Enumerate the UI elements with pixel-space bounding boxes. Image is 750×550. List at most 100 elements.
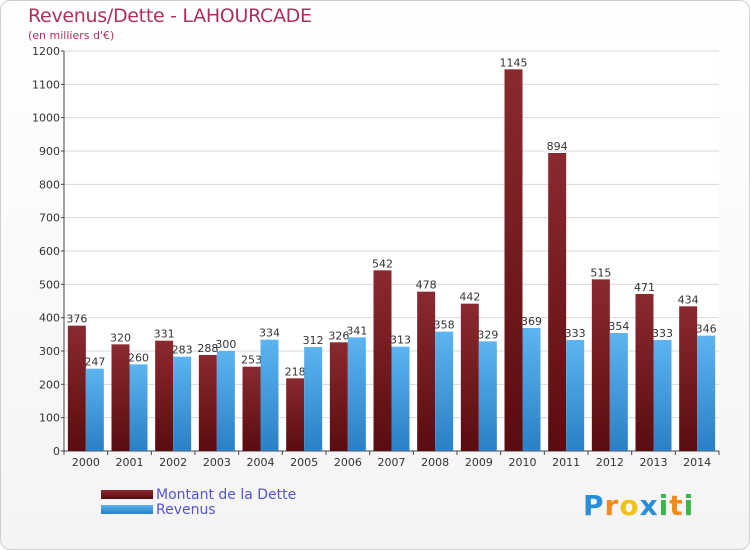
bar-revenus xyxy=(85,368,104,451)
x-tick-label: 2014 xyxy=(683,456,711,469)
data-label-dette: 542 xyxy=(372,257,393,270)
x-tick-label: 2012 xyxy=(596,456,624,469)
bar-dette xyxy=(679,306,698,451)
bar-revenus xyxy=(347,337,366,451)
legend-label-dette: Montant de la Dette xyxy=(156,487,297,503)
data-label-revenus: 283 xyxy=(172,344,193,357)
y-tick-label: 0 xyxy=(53,445,60,458)
x-tick-label: 2007 xyxy=(378,456,406,469)
bar-dette xyxy=(329,342,348,451)
y-tick-label: 800 xyxy=(39,178,60,191)
data-label-dette: 331 xyxy=(154,328,175,341)
data-label-revenus: 300 xyxy=(215,338,236,351)
bar-dette xyxy=(460,303,479,451)
bar-dette xyxy=(286,378,305,451)
data-label-dette: 320 xyxy=(110,331,131,344)
data-label-revenus: 260 xyxy=(128,351,149,364)
data-label-revenus: 313 xyxy=(390,334,411,347)
bar-revenus xyxy=(522,328,541,451)
bar-dette xyxy=(198,355,217,451)
y-tick-label: 700 xyxy=(39,212,60,225)
x-tick-label: 2008 xyxy=(421,456,449,469)
bar-revenus xyxy=(653,340,672,451)
logo-letter: t xyxy=(669,489,684,522)
bar-dette xyxy=(417,291,436,451)
data-label-dette: 434 xyxy=(678,293,699,306)
y-tick-label: 300 xyxy=(39,345,60,358)
proxiti-logo: Proxiti xyxy=(583,489,694,522)
legend-swatch-dette xyxy=(101,490,153,499)
data-label-revenus: 334 xyxy=(259,327,280,340)
data-label-dette: 288 xyxy=(197,342,218,355)
data-label-revenus: 346 xyxy=(696,323,717,336)
bar-dette xyxy=(548,153,567,451)
data-label-revenus: 333 xyxy=(565,327,586,340)
data-label-revenus: 333 xyxy=(652,327,673,340)
x-tick-label: 2000 xyxy=(72,456,100,469)
data-label-dette: 326 xyxy=(328,329,349,342)
data-label-dette: 218 xyxy=(285,365,306,378)
data-label-revenus: 354 xyxy=(608,320,629,333)
bar-dette xyxy=(242,366,261,451)
chart-title: Revenus/Dette - LAHOURCADE xyxy=(28,5,312,27)
data-label-revenus: 369 xyxy=(521,315,542,328)
bar-revenus xyxy=(129,364,148,451)
bar-dette xyxy=(635,294,654,451)
y-tick-label: 1000 xyxy=(32,112,60,125)
y-tick-label: 400 xyxy=(39,312,60,325)
bar-dette xyxy=(67,325,86,451)
data-label-revenus: 329 xyxy=(477,328,498,341)
legend-label-revenus: Revenus xyxy=(156,502,216,518)
data-label-revenus: 312 xyxy=(303,334,324,347)
y-tick-label: 100 xyxy=(39,412,60,425)
y-tick-label: 900 xyxy=(39,145,60,158)
y-tick-label: 200 xyxy=(39,378,60,391)
x-tick-label: 2011 xyxy=(552,456,580,469)
data-label-dette: 478 xyxy=(416,279,437,292)
logo-letter: i xyxy=(683,489,695,522)
data-label-dette: 515 xyxy=(590,266,611,279)
y-tick-label: 600 xyxy=(39,245,60,258)
logo-letter: o xyxy=(619,489,640,522)
x-tick-label: 2003 xyxy=(203,456,231,469)
bar-revenus xyxy=(435,331,454,451)
bar-revenus xyxy=(566,340,585,451)
bar-revenus xyxy=(609,333,628,451)
bar-revenus xyxy=(391,346,410,451)
x-tick-label: 2002 xyxy=(159,456,187,469)
bar-revenus xyxy=(697,335,716,451)
bar-dette xyxy=(591,279,610,451)
bar-dette xyxy=(504,69,523,451)
x-tick-label: 2001 xyxy=(116,456,144,469)
x-tick-label: 2004 xyxy=(247,456,275,469)
logo-letter: i xyxy=(658,489,670,522)
x-tick-label: 2013 xyxy=(640,456,668,469)
y-tick-label: 500 xyxy=(39,278,60,291)
bar-dette xyxy=(373,270,392,451)
data-label-dette: 894 xyxy=(547,140,568,153)
bar-dette xyxy=(111,344,130,451)
bar-revenus xyxy=(173,356,192,451)
bar-revenus xyxy=(216,351,235,451)
bar-revenus xyxy=(478,341,497,451)
legend-swatch-revenus xyxy=(101,505,153,514)
logo-letter: x xyxy=(639,489,659,522)
logo-letter: r xyxy=(604,489,620,522)
bar-dette xyxy=(155,340,174,451)
data-label-dette: 471 xyxy=(634,281,655,294)
data-label-dette: 376 xyxy=(66,313,87,326)
bar-revenus xyxy=(260,339,279,451)
x-tick-label: 2009 xyxy=(465,456,493,469)
data-label-dette: 253 xyxy=(241,354,262,367)
data-label-dette: 1145 xyxy=(500,56,528,69)
data-label-revenus: 358 xyxy=(434,319,455,332)
x-tick-label: 2005 xyxy=(290,456,318,469)
y-tick-label: 1200 xyxy=(32,45,60,58)
data-label-revenus: 341 xyxy=(346,324,367,337)
x-tick-label: 2006 xyxy=(334,456,362,469)
data-label-dette: 442 xyxy=(459,291,480,304)
logo-letter: P xyxy=(583,489,605,522)
data-label-revenus: 247 xyxy=(84,356,105,369)
